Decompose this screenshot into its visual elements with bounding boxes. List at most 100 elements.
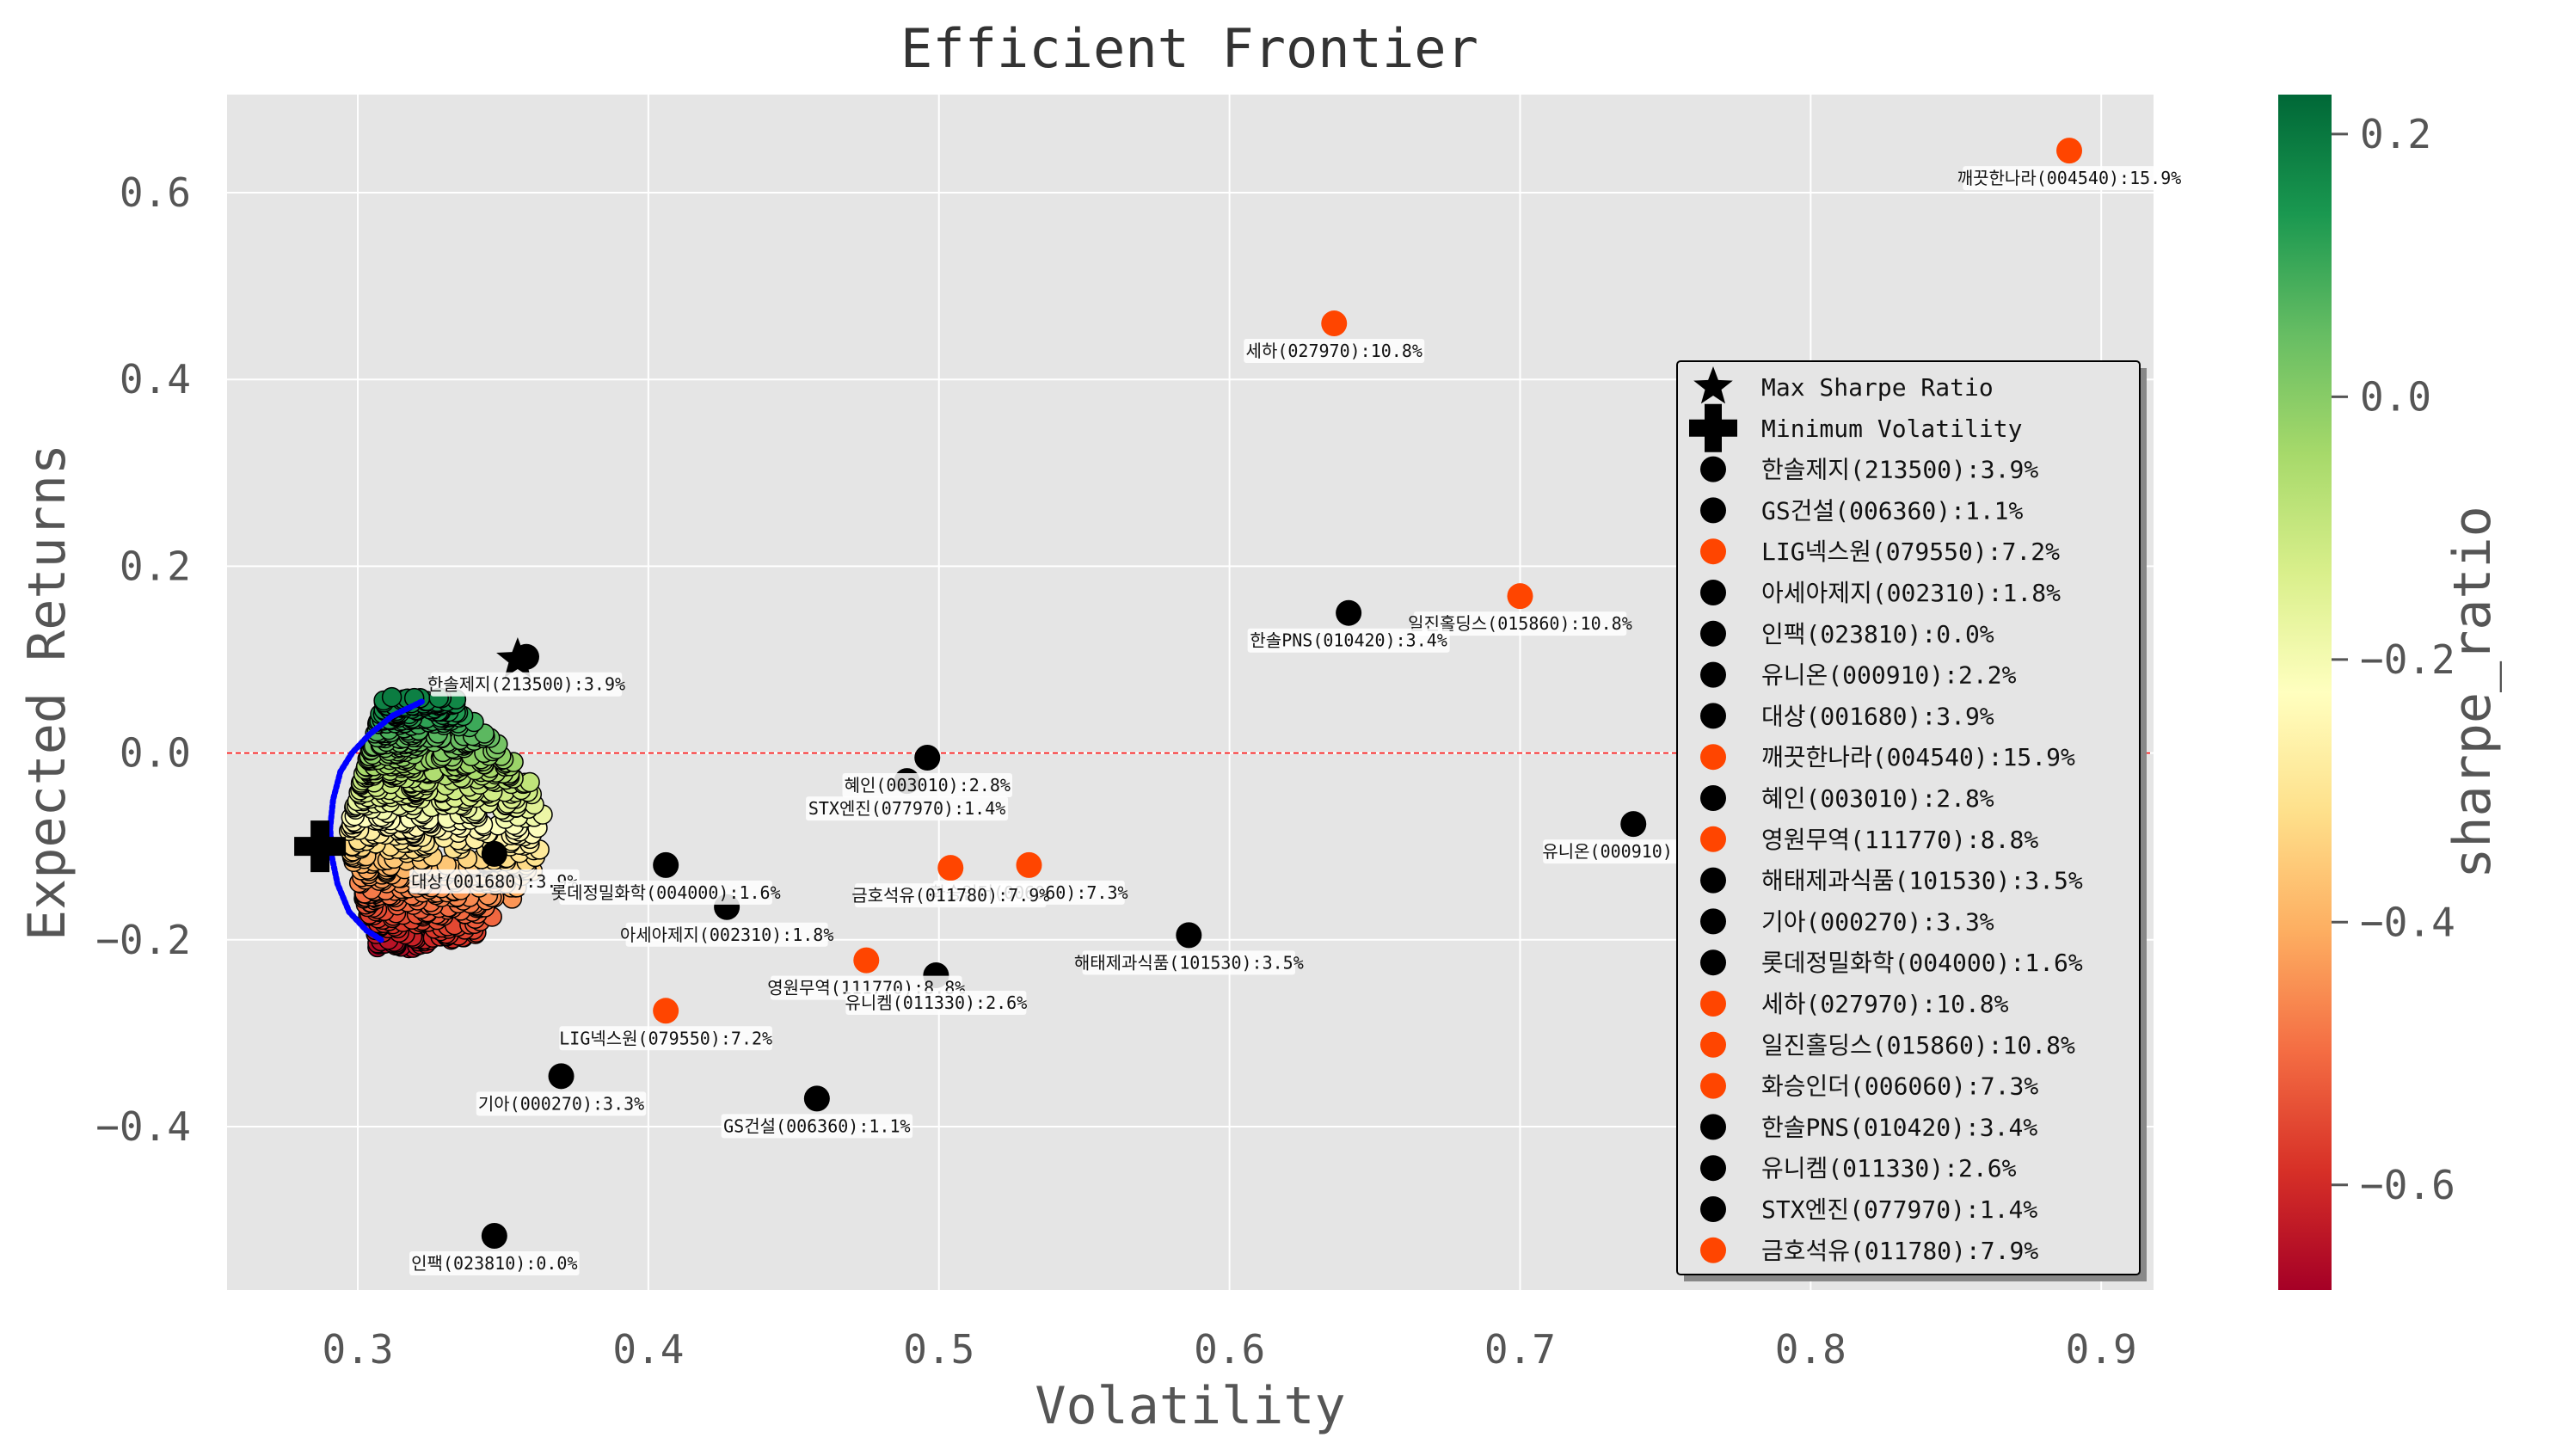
legend-label: 세하(027970):10.8% xyxy=(1761,990,2009,1018)
colorbar: 0.2 0.0 −0.2 −0.4 −0.6 sharpe_ratio xyxy=(2278,95,2503,1290)
stock-annotation: GS건설(006360):1.1% xyxy=(721,1114,913,1139)
legend-marker xyxy=(1700,1237,1726,1263)
legend-entry: 인팩(023810):0.0% xyxy=(1700,620,1994,648)
x-tick-label: 0.4 xyxy=(612,1326,684,1373)
legend-entry: 한솔PNS(010420):3.4% xyxy=(1700,1113,2037,1141)
x-ticks: 0.3 0.4 0.5 0.6 0.7 0.8 0.9 xyxy=(322,1326,2136,1373)
stock-point xyxy=(1176,922,1202,949)
annotation-text: 아세아제지(002310):1.8% xyxy=(620,925,834,945)
max-sharpe-star xyxy=(496,637,539,678)
legend-marker xyxy=(1700,826,1726,852)
x-tick-label: 0.6 xyxy=(1194,1326,1265,1373)
legend-label: 혜인(003010):2.8% xyxy=(1761,784,1994,813)
annotation-text: STX엔진(077970):1.4% xyxy=(808,798,1005,819)
legend-label: STX엔진(077970):1.4% xyxy=(1761,1195,2037,1224)
annotation-box xyxy=(409,1251,580,1276)
legend-marker xyxy=(1700,1155,1726,1182)
legend-label: 아세아제지(002310):1.8% xyxy=(1761,579,2061,607)
stock-annotation: 한솔제지(213500):3.9% xyxy=(427,672,625,697)
legend-entry: 해태제과식품(101530):3.5% xyxy=(1700,867,2083,895)
legend-entry: 세하(027970):10.8% xyxy=(1700,990,2009,1018)
annotation-text: 유니켐(011330):2.6% xyxy=(845,992,1028,1013)
stock-point xyxy=(653,998,679,1024)
legend-label: Max Sharpe Ratio xyxy=(1761,373,1994,402)
y-tick-label: 0.6 xyxy=(120,169,191,216)
stock-point xyxy=(937,855,964,882)
legend-marker xyxy=(1700,620,1726,647)
legend-entry: 아세아제지(002310):1.8% xyxy=(1700,579,2061,607)
y-tick-label: −0.4 xyxy=(95,1103,191,1150)
min-volatility-plus xyxy=(294,820,347,873)
annotation-text: 깨끗한나라(004540):15.9% xyxy=(1957,168,2182,188)
stock-point xyxy=(1620,811,1647,838)
legend-marker xyxy=(1700,744,1726,771)
legend-label: LIG넥스원(079550):7.2% xyxy=(1761,538,2060,566)
legend-entry: Max Sharpe Ratio xyxy=(1693,366,1994,404)
annotation-text: 한솔제지(213500):3.9% xyxy=(427,674,625,695)
annotation-text: 혜인(003010):2.8% xyxy=(845,775,1011,796)
annotation-box xyxy=(1244,339,1425,364)
legend-entry: 금호석유(011780):7.9% xyxy=(1700,1237,2038,1265)
colorbar-tick-label: 0.0 xyxy=(2360,373,2431,420)
legend: Max Sharpe Ratio Minimum Volatility 한솔제지(2… xyxy=(1676,360,2141,1275)
stock-point xyxy=(548,1063,575,1090)
legend-marker xyxy=(1700,908,1726,935)
annotation-box xyxy=(409,869,580,894)
special-markers xyxy=(294,637,539,873)
legend-entry: 대상(001680):3.9% xyxy=(1700,702,1994,730)
legend-label: 유니켐(011330):2.6% xyxy=(1761,1154,2017,1183)
legend-label: 한솔제지(213500):3.9% xyxy=(1761,456,2038,484)
legend-marker xyxy=(1700,1114,1726,1140)
legend-entry: 화승인더(006060):7.3% xyxy=(1700,1072,2038,1101)
annotation-box xyxy=(1963,166,2176,191)
legend-entry: 한솔제지(213500):3.9% xyxy=(1700,456,2038,484)
legend-label: 깨끗한나라(004540):15.9% xyxy=(1761,743,2075,771)
stock-annotation: 아세아제지(002310):1.8% xyxy=(620,922,834,947)
colorbar-tick-label: −0.2 xyxy=(2360,636,2455,683)
legend-label: 금호석유(011780):7.9% xyxy=(1761,1237,2038,1265)
colorbar-tick-label: −0.4 xyxy=(2360,899,2455,945)
colorbar-gradient xyxy=(2278,95,2332,1290)
annotation-box xyxy=(476,1091,647,1116)
stock-annotation: 세하(027970):10.8% xyxy=(1244,339,1425,364)
stock-point xyxy=(803,1085,830,1112)
colorbar-label: sharpe_ratio xyxy=(2442,506,2503,878)
legend-label: 일진홀딩스(015860):10.8% xyxy=(1761,1031,2075,1060)
legend-entry: 혜인(003010):2.8% xyxy=(1700,784,1994,813)
legend-marker xyxy=(1700,580,1726,605)
x-tick-label: 0.3 xyxy=(322,1326,393,1373)
stock-point xyxy=(1321,310,1348,337)
y-ticks: −0.4 −0.2 0.0 0.2 0.4 0.6 xyxy=(95,169,191,1150)
y-tick-label: 0.4 xyxy=(120,356,191,402)
stock-annotation: 영원무역(111770):8.8% xyxy=(767,975,965,1000)
annotation-box xyxy=(845,991,1027,1016)
y-axis-label: Expected Returns xyxy=(17,444,77,941)
legend-marker xyxy=(1700,1196,1726,1222)
stock-point xyxy=(853,947,880,974)
annotation-box xyxy=(1247,628,1450,653)
legend-label: 해태제과식품(101530):3.5% xyxy=(1761,867,2083,895)
x-axis-label: Volatility xyxy=(1035,1376,1345,1436)
stock-point xyxy=(2056,138,2083,164)
stock-point xyxy=(481,840,507,867)
legend-entry: 유니온(000910):2.2% xyxy=(1700,661,2017,690)
legend-marker xyxy=(1700,661,1726,688)
stock-annotation: 혜인(003010):2.8% xyxy=(842,773,1012,798)
y-tick-label: −0.2 xyxy=(95,917,191,963)
legend-marker xyxy=(1700,1072,1726,1099)
stock-annotation: STX엔진(077970):1.4% xyxy=(806,796,1009,821)
legend-entry: GS건설(006360):1.1% xyxy=(1700,496,2024,525)
stock-annotation: 기아(000270):3.3% xyxy=(476,1091,647,1116)
legend-entry: 영원무역(111770):8.8% xyxy=(1700,826,2038,854)
legend-entry: Minimum Volatility xyxy=(1689,403,2022,452)
stock-point xyxy=(653,851,679,878)
legend-entry: 기아(000270):3.3% xyxy=(1700,907,1994,936)
colorbar-tick-label: 0.2 xyxy=(2360,111,2431,157)
stock-annotation: 해태제과식품(101530):3.5% xyxy=(1074,950,1304,975)
chart-title: Efficient Frontier xyxy=(900,17,1478,80)
portfolio-point xyxy=(519,771,540,793)
stock-annotation: 대상(001680):3.9% xyxy=(409,869,580,894)
legend-entry: LIG넥스원(079550):7.2% xyxy=(1700,538,2060,566)
legend-marker xyxy=(1700,1031,1726,1058)
